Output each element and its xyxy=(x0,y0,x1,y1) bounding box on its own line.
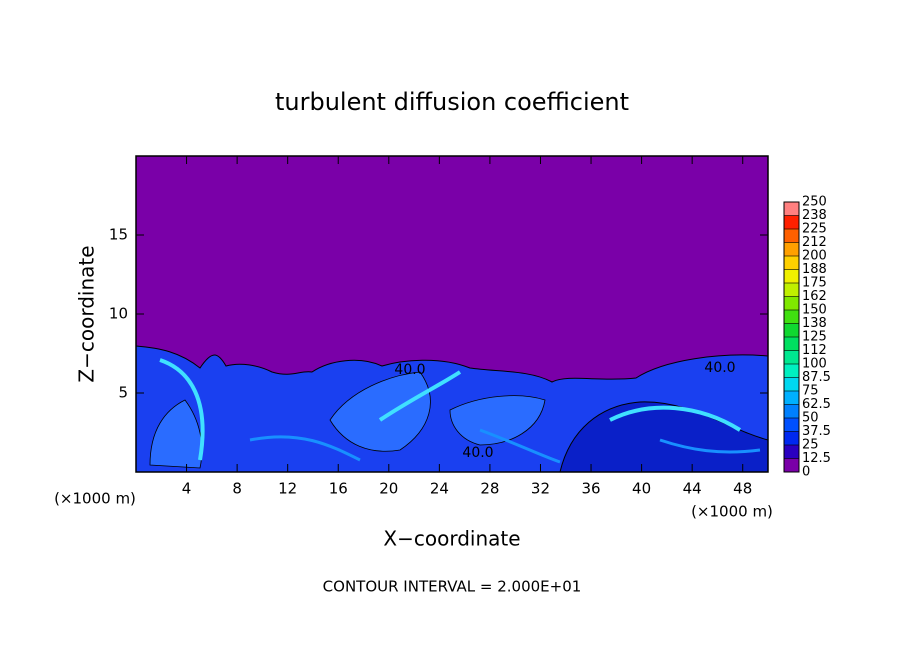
x-tick-label: 28 xyxy=(480,480,499,498)
colorbar-label: 200 xyxy=(802,249,827,264)
colorbar-segment xyxy=(784,364,799,378)
colorbar-segment xyxy=(784,418,799,432)
contour-label: 40.0 xyxy=(394,362,425,378)
colorbar-segment xyxy=(784,256,799,270)
y-tick-label: 5 xyxy=(118,384,128,402)
colorbar-label: 138 xyxy=(802,316,827,331)
colorbar-segment xyxy=(784,215,799,229)
colorbar-segment xyxy=(784,202,799,216)
field-streak xyxy=(249,428,761,464)
y-tick-label: 10 xyxy=(109,305,128,323)
colorbar-label: 225 xyxy=(802,222,827,237)
colorbar-label: 188 xyxy=(802,262,827,277)
colorbar-segment xyxy=(784,377,799,391)
contour-label: 40.0 xyxy=(704,360,735,376)
colorbar-segment xyxy=(784,229,799,243)
x-tick-label: 20 xyxy=(379,480,398,498)
x-tick-label: 36 xyxy=(581,480,600,498)
colorbar-label: 212 xyxy=(802,235,827,250)
colorbar-label: 162 xyxy=(802,289,827,304)
colorbar-segment xyxy=(784,283,799,297)
footer: CONTOUR INTERVAL = 2.000E+01 xyxy=(323,578,582,596)
colorbar-label: 87.5 xyxy=(802,370,831,385)
colorbar-label: 50 xyxy=(802,411,819,426)
colorbar-label: 62.5 xyxy=(802,397,831,412)
colorbar-label: 0 xyxy=(802,465,810,480)
colorbar-segment xyxy=(784,445,799,459)
colorbar-label: 75 xyxy=(802,384,819,399)
contour-label: 40.0 xyxy=(462,445,493,461)
field-streak xyxy=(159,358,742,461)
x-tick-label: 32 xyxy=(531,480,550,498)
x-tick-label: 48 xyxy=(733,480,752,498)
x-tick-label: 4 xyxy=(182,480,192,498)
colorbar-label: 125 xyxy=(802,330,827,345)
field xyxy=(135,156,769,473)
colorbar-label: 25 xyxy=(802,438,819,453)
x-unit-label: (×1000 m) xyxy=(691,503,773,521)
colorbar-label: 238 xyxy=(802,208,827,223)
colorbar-segment xyxy=(784,296,799,310)
colorbar-segment xyxy=(784,269,799,283)
colorbar-segment xyxy=(784,350,799,364)
colorbar-segment xyxy=(784,337,799,351)
colorbar-segment xyxy=(784,310,799,324)
x-tick-label: 16 xyxy=(329,480,348,498)
x-tick-label: 24 xyxy=(430,480,449,498)
x-tick-label: 44 xyxy=(683,480,702,498)
x-axis-label: X−coordinate xyxy=(383,527,520,551)
colorbar-segment xyxy=(784,431,799,445)
colorbar-segment xyxy=(784,391,799,405)
colorbar-label: 150 xyxy=(802,303,827,318)
y-axis-label: Z−coordinate xyxy=(75,245,99,382)
colorbar-segment xyxy=(784,323,799,337)
colorbar-label: 100 xyxy=(802,357,827,372)
colorbar-label: 12.5 xyxy=(802,451,831,466)
colorbar-label: 250 xyxy=(802,195,827,210)
x-tick-label: 40 xyxy=(632,480,651,498)
y-tick-label: 15 xyxy=(109,226,128,244)
colorbar-segment xyxy=(784,458,799,472)
x-tick-label: 12 xyxy=(278,480,297,498)
colorbar-label: 112 xyxy=(802,343,827,358)
x-tick-label: 8 xyxy=(232,480,242,498)
chart-title: turbulent diffusion coefficient xyxy=(275,88,629,116)
colorbar-label: 175 xyxy=(802,276,827,291)
colorbar-label: 37.5 xyxy=(802,424,831,439)
colorbar-segment xyxy=(784,404,799,418)
x-unit-label: (×1000 m) xyxy=(54,490,136,508)
colorbar-segment xyxy=(784,242,799,256)
